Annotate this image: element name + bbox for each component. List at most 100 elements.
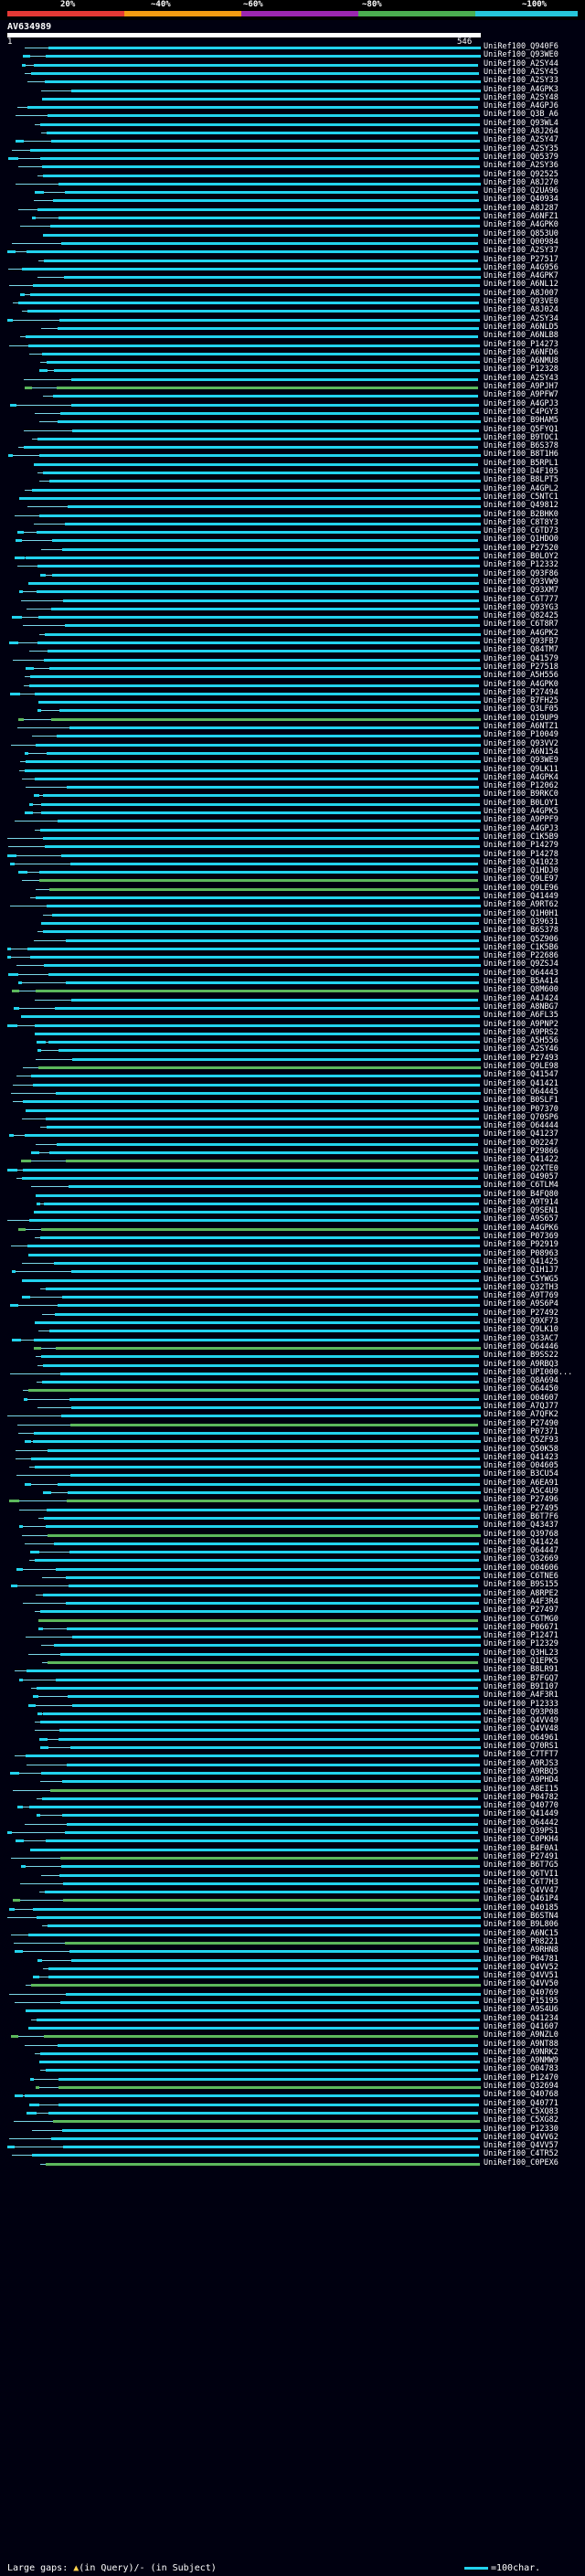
- hit-id-link[interactable]: UniRef100_P12328: [484, 365, 558, 375]
- hit-row[interactable]: UniRef100_Q93F86: [0, 569, 585, 579]
- hit-id-link[interactable]: UniRef100_P12062: [484, 781, 558, 791]
- hit-row[interactable]: UniRef100_Q82425: [0, 612, 585, 621]
- hit-row[interactable]: UniRef100_P27496: [0, 1496, 585, 1505]
- hit-row[interactable]: UniRef100_O64450: [0, 1385, 585, 1394]
- hit-id-link[interactable]: UniRef100_Q1EPK5: [484, 1657, 558, 1666]
- hit-row[interactable]: UniRef100_A2SY33: [0, 77, 585, 86]
- hit-row[interactable]: UniRef100_O04606: [0, 1564, 585, 1574]
- hit-id-link[interactable]: UniRef100_B8T1H6: [484, 450, 558, 460]
- hit-row[interactable]: UniRef100_O02247: [0, 1139, 585, 1149]
- hit-row[interactable]: UniRef100_A9PJH7: [0, 383, 585, 392]
- hit-id-link[interactable]: UniRef100_Q2XTE0: [484, 1163, 558, 1173]
- hit-row[interactable]: UniRef100_Q9LK10: [0, 1326, 585, 1335]
- hit-id-link[interactable]: UniRef100_P08221: [484, 1936, 558, 1946]
- hit-id-link[interactable]: UniRef100_B9TOC1: [484, 432, 558, 442]
- hit-row[interactable]: UniRef100_B2BHK0: [0, 510, 585, 520]
- hit-row[interactable]: UniRef100_Q9XF73: [0, 1318, 585, 1327]
- hit-id-link[interactable]: UniRef100_Q1H0H1: [484, 908, 558, 918]
- hit-id-link[interactable]: UniRef100_A8J264: [484, 127, 558, 136]
- hit-id-link[interactable]: UniRef100_P22686: [484, 951, 558, 961]
- hit-row[interactable]: UniRef100_Q2XTE0: [0, 1163, 585, 1174]
- hit-row[interactable]: UniRef100_A6FL35: [0, 1012, 585, 1021]
- hit-row[interactable]: UniRef100_A8J270: [0, 178, 585, 188]
- hit-row[interactable]: UniRef100_Q40185: [0, 1903, 585, 1913]
- hit-id-link[interactable]: UniRef100_A6NL12: [484, 280, 558, 290]
- hit-id-link[interactable]: UniRef100_A2SY45: [484, 67, 558, 77]
- hit-row[interactable]: UniRef100_P07370: [0, 1104, 585, 1115]
- hit-row[interactable]: UniRef100_A9NMW9: [0, 2057, 585, 2066]
- hit-row[interactable]: UniRef100_A6NFZ1: [0, 213, 585, 222]
- hit-id-link[interactable]: UniRef100_O04605: [484, 1461, 558, 1471]
- hit-row[interactable]: UniRef100_P08221: [0, 1936, 585, 1947]
- hit-id-link[interactable]: UniRef100_P27491: [484, 1851, 558, 1861]
- hit-row[interactable]: UniRef100_O04783: [0, 2065, 585, 2074]
- hit-row[interactable]: UniRef100_Q49812: [0, 501, 585, 511]
- hit-id-link[interactable]: UniRef100_A4G956: [484, 262, 558, 272]
- hit-id-link[interactable]: UniRef100_P06671: [484, 1622, 558, 1632]
- hit-row[interactable]: UniRef100_A4GPJ6: [0, 102, 585, 111]
- hit-row[interactable]: UniRef100_B6T7G5: [0, 1861, 585, 1871]
- hit-row[interactable]: UniRef100_Q39768: [0, 1530, 585, 1540]
- hit-id-link[interactable]: UniRef100_A6FL35: [484, 1011, 558, 1021]
- hit-row[interactable]: UniRef100_C5XQ83: [0, 2107, 585, 2117]
- hit-id-link[interactable]: UniRef100_B6T7F6: [484, 1511, 558, 1521]
- hit-row[interactable]: UniRef100_P22686: [0, 951, 585, 961]
- hit-row[interactable]: UniRef100_A8NBG7: [0, 1002, 585, 1012]
- hit-row[interactable]: UniRef100_Q92525: [0, 169, 585, 180]
- hit-id-link[interactable]: UniRef100_Q32TH3: [484, 1282, 558, 1292]
- hit-row[interactable]: UniRef100_Q5Z906: [0, 935, 585, 945]
- hit-id-link[interactable]: UniRef100_C6T7H3: [484, 1877, 558, 1887]
- hit-id-link[interactable]: UniRef100_Q70SP6: [484, 1112, 558, 1122]
- hit-id-link[interactable]: UniRef100_B0LOY1: [484, 798, 558, 808]
- hit-id-link[interactable]: UniRef100_P07370: [484, 1104, 558, 1114]
- hit-id-link[interactable]: UniRef100_A9PRS2: [484, 1027, 558, 1037]
- hit-id-link[interactable]: UniRef100_A4GPJ3: [484, 398, 558, 408]
- hit-row[interactable]: UniRef100_A4GPJ3: [0, 824, 585, 834]
- hit-row[interactable]: UniRef100_C8T8Y3: [0, 518, 585, 528]
- hit-id-link[interactable]: UniRef100_Q40769: [484, 1988, 558, 1998]
- hit-id-link[interactable]: UniRef100_A6EA91: [484, 1478, 558, 1488]
- hit-id-link[interactable]: UniRef100_Q32694: [484, 2082, 558, 2091]
- hit-row[interactable]: UniRef100_B7FGQ7: [0, 1674, 585, 1684]
- hit-row[interactable]: UniRef100_B7FH25: [0, 697, 585, 706]
- hit-id-link[interactable]: UniRef100_A4J424: [484, 993, 558, 1003]
- hit-row[interactable]: UniRef100_Q9LE96: [0, 884, 585, 894]
- hit-row[interactable]: UniRef100_Q4VV48: [0, 1725, 585, 1734]
- hit-row[interactable]: UniRef100_A2SY44: [0, 59, 585, 69]
- hit-id-link[interactable]: UniRef100_P29866: [484, 1147, 558, 1156]
- hit-row[interactable]: UniRef100_P27492: [0, 1309, 585, 1319]
- hit-id-link[interactable]: UniRef100_P27497: [484, 1606, 558, 1616]
- hit-id-link[interactable]: UniRef100_Q92525: [484, 169, 558, 179]
- hit-row[interactable]: UniRef100_Q32TH3: [0, 1282, 585, 1293]
- hit-id-link[interactable]: UniRef100_A8J007: [484, 288, 558, 298]
- hit-row[interactable]: UniRef100_P08963: [0, 1248, 585, 1259]
- hit-id-link[interactable]: UniRef100_Q5ZF93: [484, 1436, 558, 1446]
- hit-id-link[interactable]: UniRef100_Q93VE0: [484, 297, 558, 306]
- hit-id-link[interactable]: UniRef100_D4F105: [484, 467, 558, 476]
- hit-id-link[interactable]: UniRef100_P08963: [484, 1248, 558, 1258]
- hit-row[interactable]: UniRef100_Q41424: [0, 1538, 585, 1548]
- hit-row[interactable]: UniRef100_P12328: [0, 366, 585, 375]
- hit-row[interactable]: UniRef100_Q9LE98: [0, 1063, 585, 1072]
- hit-row[interactable]: UniRef100_O49057: [0, 1172, 585, 1182]
- hit-id-link[interactable]: UniRef100_Q40768: [484, 2090, 558, 2100]
- hit-id-link[interactable]: UniRef100_Q39631: [484, 917, 558, 927]
- hit-row[interactable]: UniRef100_P14278: [0, 850, 585, 860]
- hit-row[interactable]: UniRef100_A9RJS3: [0, 1759, 585, 1769]
- hit-id-link[interactable]: UniRef100_B9L806: [484, 1920, 558, 1930]
- hit-row[interactable]: UniRef100_Q1H1J7: [0, 1267, 585, 1276]
- hit-id-link[interactable]: UniRef100_Q6TVI1: [484, 1869, 558, 1879]
- hit-id-link[interactable]: UniRef100_P27518: [484, 662, 558, 672]
- hit-id-link[interactable]: UniRef100_P12470: [484, 2072, 558, 2083]
- hit-row[interactable]: UniRef100_P12062: [0, 781, 585, 791]
- hit-row[interactable]: UniRef100_Q4VV49: [0, 1717, 585, 1726]
- hit-row[interactable]: UniRef100_P10049: [0, 731, 585, 740]
- hit-id-link[interactable]: UniRef100_Q41547: [484, 1070, 558, 1080]
- hit-id-link[interactable]: UniRef100_Q41422: [484, 1155, 558, 1165]
- hit-id-link[interactable]: UniRef100_B5RPL1: [484, 458, 558, 468]
- hit-row[interactable]: UniRef100_Q93XM7: [0, 587, 585, 596]
- hit-id-link[interactable]: UniRef100_Q41423: [484, 1452, 558, 1462]
- hit-id-link[interactable]: UniRef100_Q49812: [484, 501, 558, 511]
- hit-row[interactable]: UniRef100_Q4VV47: [0, 1887, 585, 1896]
- hit-id-link[interactable]: UniRef100_P27493: [484, 1053, 558, 1063]
